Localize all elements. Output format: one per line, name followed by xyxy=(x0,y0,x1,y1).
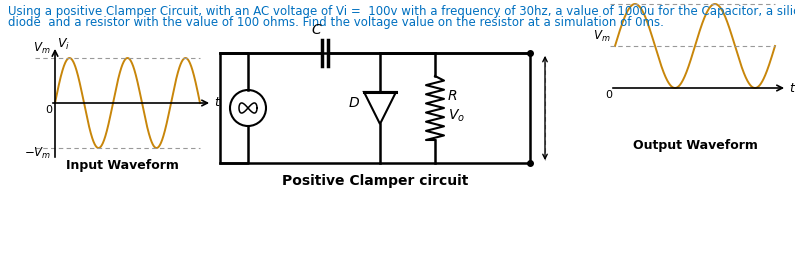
Text: 0: 0 xyxy=(605,90,612,100)
Text: $2V_m$: $2V_m$ xyxy=(586,0,611,2)
Text: $V_i$: $V_i$ xyxy=(57,37,70,52)
Text: $V_m$: $V_m$ xyxy=(594,29,611,44)
Text: $t$: $t$ xyxy=(214,96,221,109)
Text: Input Waveform: Input Waveform xyxy=(66,159,179,173)
Text: C: C xyxy=(311,23,321,37)
Text: 0: 0 xyxy=(45,105,52,115)
Text: Using a positive Clamper Circuit, with an AC voltage of Vi =  100v with a freque: Using a positive Clamper Circuit, with a… xyxy=(8,5,795,18)
Text: $-V_m$: $-V_m$ xyxy=(24,146,51,161)
Text: Output Waveform: Output Waveform xyxy=(633,138,758,152)
Text: Positive Clamper circuit: Positive Clamper circuit xyxy=(281,174,468,188)
Text: $V_o$: $V_o$ xyxy=(448,108,465,124)
Text: $t$: $t$ xyxy=(789,82,795,94)
Text: diode  and a resistor with the value of 100 ohms. Find the voltage value on the : diode and a resistor with the value of 1… xyxy=(8,16,664,29)
Text: R: R xyxy=(448,89,458,103)
Text: $V_m$: $V_m$ xyxy=(33,41,51,56)
Text: D: D xyxy=(348,96,359,110)
